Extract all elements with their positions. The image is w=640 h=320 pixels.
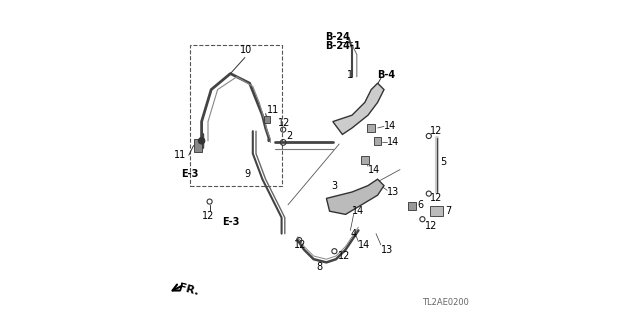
Text: 5: 5	[440, 156, 446, 167]
Bar	[361, 156, 369, 164]
Bar	[191, 45, 282, 186]
Text: 3: 3	[332, 180, 337, 191]
Text: 12: 12	[294, 240, 307, 250]
Text: B-24: B-24	[325, 32, 349, 42]
Text: 14: 14	[352, 206, 364, 216]
Text: 11: 11	[268, 105, 280, 116]
Text: 13: 13	[387, 187, 399, 197]
Text: 14: 14	[358, 240, 371, 250]
Text: 11: 11	[174, 150, 187, 160]
Text: 2: 2	[287, 131, 292, 141]
Text: 9: 9	[245, 169, 251, 180]
Text: 12: 12	[202, 211, 214, 221]
Circle shape	[198, 138, 205, 144]
Text: TL2AE0200: TL2AE0200	[422, 298, 469, 307]
Text: 13: 13	[381, 244, 393, 255]
Text: 14: 14	[384, 121, 396, 132]
Text: 12: 12	[430, 126, 443, 136]
Text: E-3: E-3	[223, 217, 240, 228]
Text: 10: 10	[240, 44, 252, 55]
Polygon shape	[326, 179, 384, 214]
Text: 12: 12	[278, 118, 291, 128]
Text: B-4: B-4	[378, 70, 396, 80]
Text: 7: 7	[445, 206, 452, 216]
Bar	[408, 202, 416, 210]
Bar	[374, 137, 381, 145]
Text: 6: 6	[418, 200, 424, 211]
Bar	[264, 116, 270, 123]
Text: B-24-1: B-24-1	[325, 41, 360, 52]
Text: 14: 14	[387, 137, 399, 148]
Bar	[193, 139, 202, 152]
Polygon shape	[333, 83, 384, 134]
Text: E-3: E-3	[181, 169, 198, 180]
Text: 12: 12	[338, 251, 350, 261]
Bar	[367, 124, 375, 132]
Text: 12: 12	[430, 193, 443, 204]
Text: 4: 4	[351, 228, 356, 239]
Text: 14: 14	[368, 164, 380, 175]
Text: 12: 12	[425, 220, 437, 231]
Text: 1: 1	[347, 70, 353, 80]
Text: 8: 8	[317, 262, 323, 272]
Text: FR.: FR.	[178, 282, 200, 297]
Bar	[430, 206, 443, 216]
